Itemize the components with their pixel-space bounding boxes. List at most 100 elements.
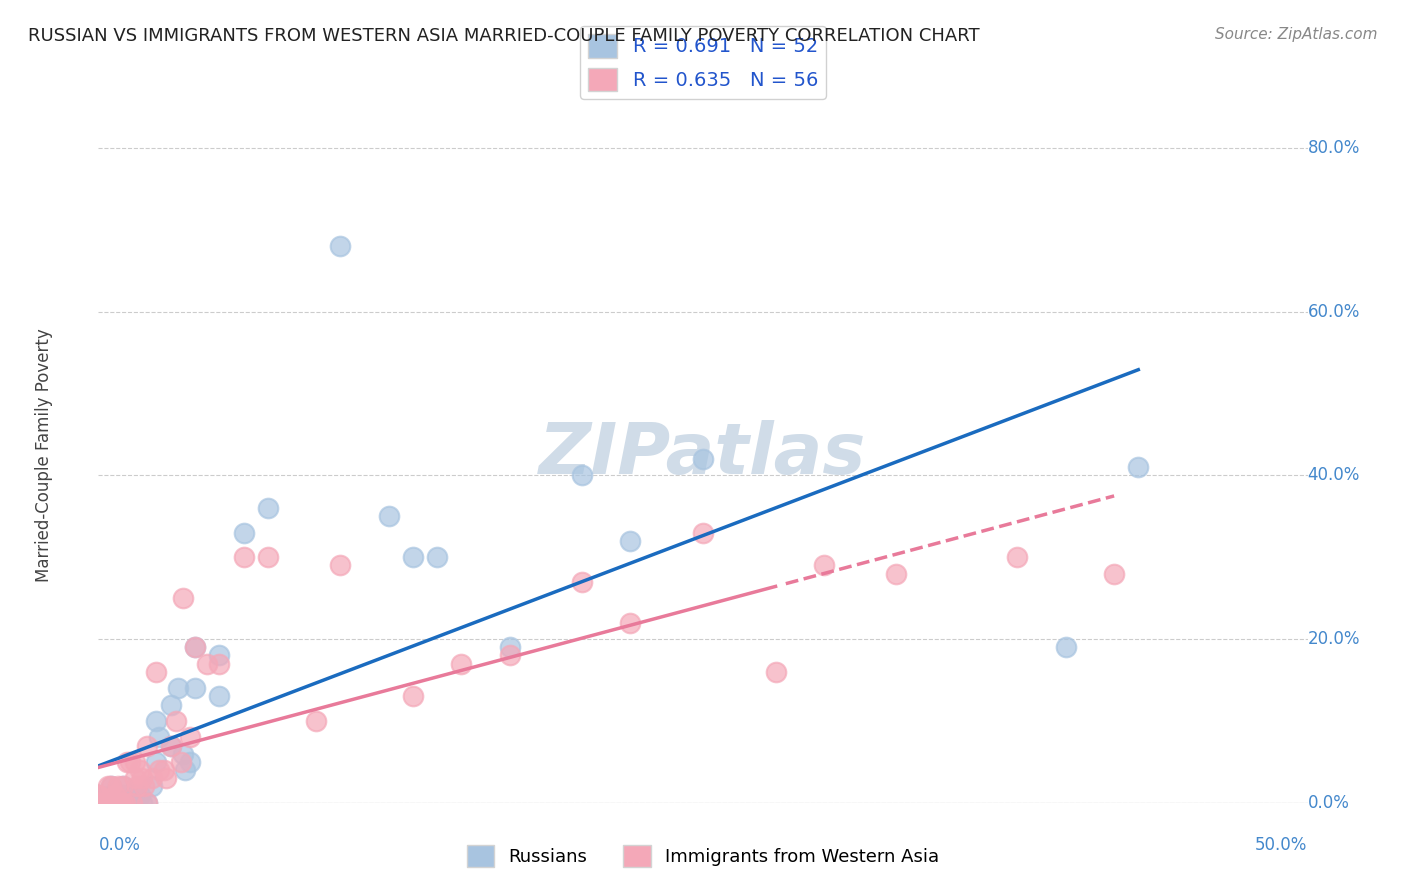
Immigrants from Western Asia bbox=[111, 796, 134, 810]
Russians bbox=[131, 796, 153, 810]
Immigrants from Western Asia bbox=[498, 648, 520, 663]
Immigrants from Western Asia bbox=[402, 690, 425, 704]
Russians bbox=[135, 796, 157, 810]
Immigrants from Western Asia bbox=[134, 780, 156, 794]
Text: 50.0%: 50.0% bbox=[1256, 836, 1308, 854]
Russians bbox=[124, 796, 146, 810]
Russians bbox=[208, 648, 231, 663]
Immigrants from Western Asia bbox=[450, 657, 472, 671]
Immigrants from Western Asia bbox=[172, 591, 194, 606]
Russians bbox=[87, 788, 110, 802]
Text: 80.0%: 80.0% bbox=[1308, 139, 1360, 157]
Text: RUSSIAN VS IMMIGRANTS FROM WESTERN ASIA MARRIED-COUPLE FAMILY POVERTY CORRELATIO: RUSSIAN VS IMMIGRANTS FROM WESTERN ASIA … bbox=[28, 27, 980, 45]
Russians bbox=[148, 731, 170, 745]
Russians bbox=[87, 796, 110, 810]
Russians bbox=[329, 239, 352, 253]
Immigrants from Western Asia bbox=[813, 558, 835, 573]
Immigrants from Western Asia bbox=[619, 615, 641, 630]
Immigrants from Western Asia bbox=[97, 780, 120, 794]
Russians bbox=[117, 796, 139, 810]
Immigrants from Western Asia bbox=[165, 714, 187, 728]
Immigrants from Western Asia bbox=[104, 788, 127, 802]
Russians bbox=[124, 788, 146, 802]
Russians bbox=[402, 550, 425, 565]
Russians bbox=[377, 509, 399, 524]
Immigrants from Western Asia bbox=[692, 525, 714, 540]
Immigrants from Western Asia bbox=[155, 771, 177, 785]
Russians bbox=[111, 780, 134, 794]
Text: Married-Couple Family Poverty: Married-Couple Family Poverty bbox=[35, 328, 53, 582]
Russians bbox=[128, 788, 150, 802]
Immigrants from Western Asia bbox=[152, 763, 174, 777]
Immigrants from Western Asia bbox=[107, 780, 129, 794]
Russians bbox=[141, 780, 163, 794]
Russians bbox=[184, 681, 207, 696]
Immigrants from Western Asia bbox=[135, 796, 157, 810]
Immigrants from Western Asia bbox=[114, 796, 136, 810]
Russians bbox=[111, 796, 134, 810]
Russians bbox=[1128, 460, 1150, 475]
Immigrants from Western Asia bbox=[128, 763, 150, 777]
Russians bbox=[232, 525, 254, 540]
Immigrants from Western Asia bbox=[108, 796, 131, 810]
Russians bbox=[1054, 640, 1077, 655]
Immigrants from Western Asia bbox=[131, 771, 153, 785]
Immigrants from Western Asia bbox=[87, 796, 110, 810]
Russians bbox=[127, 796, 149, 810]
Russians bbox=[111, 796, 134, 810]
Russians bbox=[87, 796, 110, 810]
Text: 0.0%: 0.0% bbox=[1308, 794, 1350, 812]
Russians bbox=[692, 452, 714, 467]
Immigrants from Western Asia bbox=[135, 739, 157, 753]
Immigrants from Western Asia bbox=[87, 796, 110, 810]
Immigrants from Western Asia bbox=[141, 771, 163, 785]
Russians bbox=[571, 468, 593, 483]
Immigrants from Western Asia bbox=[571, 574, 593, 589]
Immigrants from Western Asia bbox=[145, 665, 167, 679]
Russians bbox=[167, 681, 190, 696]
Legend: R = 0.691   N = 52, R = 0.635   N = 56: R = 0.691 N = 52, R = 0.635 N = 56 bbox=[581, 26, 825, 99]
Russians bbox=[118, 788, 141, 802]
Immigrants from Western Asia bbox=[232, 550, 254, 565]
Immigrants from Western Asia bbox=[195, 657, 218, 671]
Immigrants from Western Asia bbox=[208, 657, 231, 671]
Russians bbox=[121, 796, 143, 810]
Russians bbox=[426, 550, 449, 565]
Russians bbox=[179, 755, 201, 769]
Russians bbox=[160, 739, 183, 753]
Immigrants from Western Asia bbox=[100, 780, 122, 794]
Russians bbox=[104, 796, 127, 810]
Legend: Russians, Immigrants from Western Asia: Russians, Immigrants from Western Asia bbox=[460, 838, 946, 874]
Russians bbox=[124, 796, 146, 810]
Russians bbox=[107, 796, 129, 810]
Russians bbox=[145, 714, 167, 728]
Russians bbox=[100, 788, 122, 802]
Immigrants from Western Asia bbox=[124, 771, 146, 785]
Text: 60.0%: 60.0% bbox=[1308, 302, 1360, 321]
Russians bbox=[174, 763, 197, 777]
Immigrants from Western Asia bbox=[305, 714, 328, 728]
Russians bbox=[208, 690, 231, 704]
Immigrants from Western Asia bbox=[100, 796, 122, 810]
Immigrants from Western Asia bbox=[1102, 566, 1125, 581]
Immigrants from Western Asia bbox=[329, 558, 352, 573]
Russians bbox=[100, 796, 122, 810]
Text: 20.0%: 20.0% bbox=[1308, 630, 1360, 648]
Text: Source: ZipAtlas.com: Source: ZipAtlas.com bbox=[1215, 27, 1378, 42]
Russians bbox=[111, 796, 134, 810]
Immigrants from Western Asia bbox=[179, 731, 201, 745]
Immigrants from Western Asia bbox=[1007, 550, 1029, 565]
Russians bbox=[160, 698, 183, 712]
Immigrants from Western Asia bbox=[160, 739, 183, 753]
Russians bbox=[100, 796, 122, 810]
Immigrants from Western Asia bbox=[111, 780, 134, 794]
Immigrants from Western Asia bbox=[101, 796, 124, 810]
Immigrants from Western Asia bbox=[169, 755, 191, 769]
Immigrants from Western Asia bbox=[117, 755, 139, 769]
Russians bbox=[145, 755, 167, 769]
Russians bbox=[498, 640, 520, 655]
Russians bbox=[87, 796, 110, 810]
Immigrants from Western Asia bbox=[121, 796, 143, 810]
Russians bbox=[184, 640, 207, 655]
Immigrants from Western Asia bbox=[765, 665, 787, 679]
